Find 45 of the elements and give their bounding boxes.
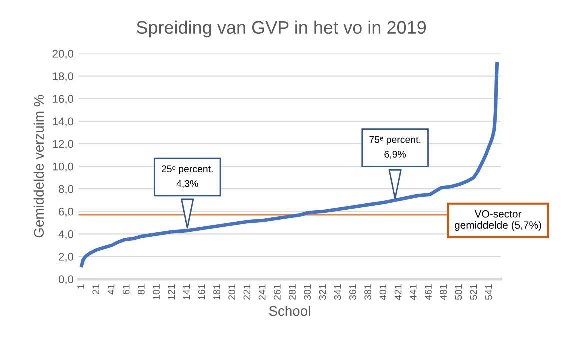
y-tick-label: 16,0 [53,95,74,104]
y-tick-label: 2,0 [59,253,74,262]
ref-line-label: VO-sector gemiddelde (5,7%) [454,210,542,232]
x-tick-label: 321 [319,284,326,300]
x-tick-label: 461 [425,284,432,300]
x-tick-label: 361 [350,284,356,300]
y-tick-label: 14,0 [53,118,74,127]
x-tick-label: 281 [289,284,296,300]
y-tick-label: 12,0 [53,140,74,150]
x-tick-label: 501 [455,284,462,300]
x-tick-label: 441 [410,284,417,300]
x-tick-label: 401 [380,284,387,300]
x-tick-label: 141 [183,284,190,300]
x-tick-label: 421 [394,284,402,300]
x-tick-label: 301 [304,284,312,300]
x-tick-label: 81 [138,284,145,295]
x-tick-label: 241 [258,284,266,300]
x-tick-label: 521 [470,284,478,300]
x-tick-label: 121 [168,284,175,300]
x-tick-label: 261 [274,284,281,300]
x-tick-label: 341 [334,284,342,300]
x-tick-label: 61 [122,284,130,295]
x-tick-label: 221 [244,284,251,300]
x-axis-title: School [269,306,310,316]
y-axis-title: Gemiddelde verzuim % [34,95,44,238]
y-tick-label: 18,0 [53,72,74,82]
annotation: 25ᵉ percent. 4,3% [162,166,213,188]
y-tick-label: 10,0 [53,162,74,172]
x-tick-label: 381 [364,284,372,300]
x-tick-label: 21 [92,284,100,295]
y-tick-label: 6,0 [59,208,74,218]
x-tick-label: 181 [214,284,220,300]
x-tick-label: 41 [108,284,115,295]
x-tick-label: 481 [440,284,448,300]
x-tick-label: 541 [486,284,492,300]
y-tick-label: 4,0 [58,230,74,240]
x-tick-label: 101 [153,284,160,300]
x-tick-label: 1 [78,284,84,289]
y-tick-label: 20,0 [52,50,74,60]
y-tick-label: 0,0 [58,276,74,285]
annotation: 75ᵉ percent. 6,9% [370,136,421,160]
x-tick-label: 201 [228,284,236,300]
x-tick-label: 161 [198,284,206,300]
chart-title: Spreiding van GVP in het vo in 2019 [136,20,426,38]
y-tick-label: 8,0 [58,185,74,195]
